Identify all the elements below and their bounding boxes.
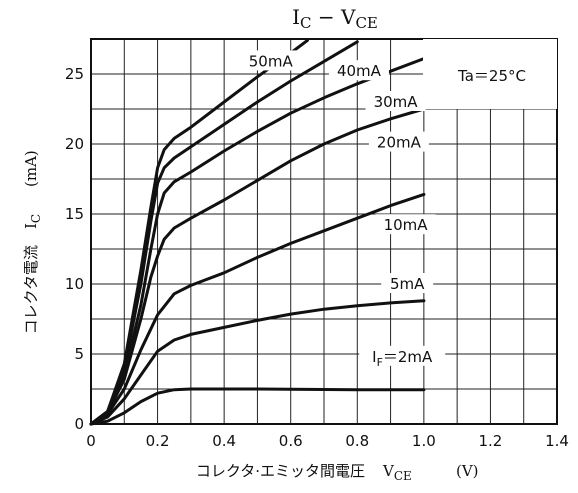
svg-text:コレクタ電流: コレクタ電流 bbox=[22, 245, 40, 334]
series-label-4: 30mA bbox=[374, 93, 419, 111]
annotation-ta: Ta＝25°C bbox=[457, 67, 526, 85]
series-label-bg-0 bbox=[359, 345, 446, 366]
series-label-6: 50mA bbox=[249, 52, 294, 70]
series-label-bg-1 bbox=[381, 273, 434, 293]
series-label-bg-6 bbox=[240, 50, 301, 71]
x-tick-label: 0.8 bbox=[345, 432, 369, 450]
x-tick-label: 0.6 bbox=[279, 432, 303, 450]
series-label-1: 5mA bbox=[390, 275, 425, 293]
y-tick-label: 15 bbox=[65, 205, 84, 223]
x-tick-label: 1.2 bbox=[478, 432, 502, 450]
series-line-3 bbox=[89, 107, 426, 426]
x-tick-label: 0.4 bbox=[212, 432, 236, 450]
series-label-bg-2 bbox=[375, 214, 436, 235]
series-line-2 bbox=[89, 192, 426, 426]
series-line-4 bbox=[89, 57, 426, 426]
series-label-0: IF＝2mA bbox=[372, 348, 433, 369]
series-label-bg-4 bbox=[365, 91, 426, 111]
chart-title: IC − VCE bbox=[292, 5, 378, 32]
curves bbox=[89, 38, 426, 426]
svg-text:(V): (V) bbox=[456, 462, 479, 480]
y-tick-label: 20 bbox=[65, 135, 84, 153]
series-line-6 bbox=[89, 38, 309, 426]
y-tick-label: 0 bbox=[74, 415, 84, 433]
x-tick-label: 1.0 bbox=[412, 432, 436, 450]
y-tick-label: 10 bbox=[65, 275, 84, 293]
svg-text:IC: IC bbox=[22, 214, 43, 229]
series-line-1 bbox=[89, 299, 426, 426]
curve-labels: IF＝2mA 5mA 10mA 20mA 30mA 40mA 50mA bbox=[240, 50, 446, 369]
x-tick-label: 0.2 bbox=[146, 432, 170, 450]
series-label-3: 20mA bbox=[377, 134, 422, 152]
annotation-box bbox=[423, 39, 557, 109]
series-line-0 bbox=[89, 387, 426, 426]
svg-text:VCE: VCE bbox=[382, 462, 412, 483]
y-tick-label: 5 bbox=[74, 345, 84, 363]
y-axis-label: コレクタ電流 IC (mA) bbox=[22, 150, 43, 334]
x-tick-label: 0 bbox=[86, 432, 96, 450]
svg-text:コレクタ·エミッタ間電圧: コレクタ·エミッタ間電圧 bbox=[196, 462, 365, 480]
series-label-bg-3 bbox=[368, 131, 429, 152]
x-tick-label: 1.4 bbox=[545, 432, 569, 450]
series-label-bg-5 bbox=[328, 60, 389, 81]
svg-text:(mA): (mA) bbox=[22, 150, 40, 187]
y-tick-label: 25 bbox=[65, 65, 84, 83]
plot-frame bbox=[90, 38, 558, 425]
tick-labels: 0 0.2 0.4 0.6 0.8 1.0 1.2 1.4 0 5 10 15 20 25 bbox=[65, 65, 569, 450]
series-label-5: 40mA bbox=[337, 62, 382, 80]
series-label-2: 10mA bbox=[384, 216, 429, 234]
x-axis-label: コレクタ·エミッタ間電圧 VCE (V) bbox=[196, 462, 479, 483]
